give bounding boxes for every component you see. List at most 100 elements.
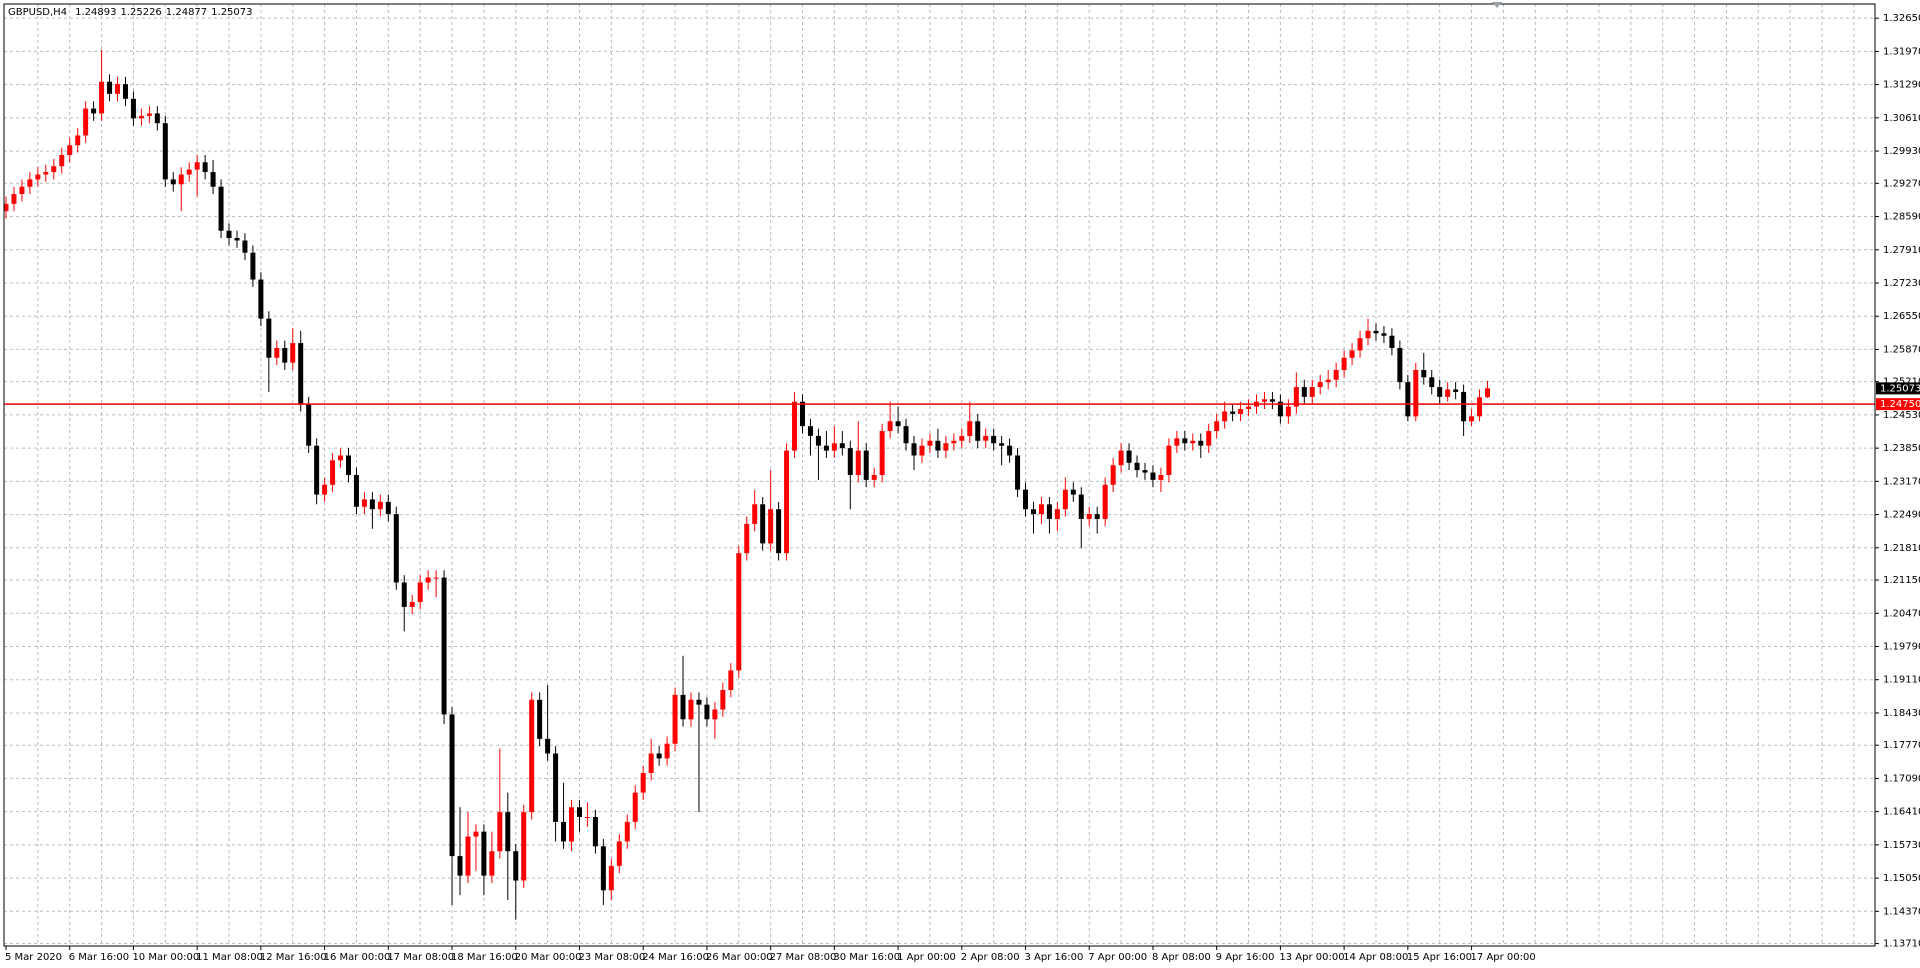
candle-body xyxy=(417,582,423,603)
candles xyxy=(3,49,1875,920)
candle-body xyxy=(823,445,829,451)
candle-body xyxy=(83,108,89,136)
candle-body xyxy=(11,194,17,204)
candle-body xyxy=(1118,450,1124,466)
candle-body xyxy=(1158,475,1164,480)
y-tick-label: 1.18430 xyxy=(1883,708,1920,719)
candle-body xyxy=(871,475,877,480)
candle-body xyxy=(584,817,590,819)
level-label: 1.24750 xyxy=(1880,399,1920,410)
candle-body xyxy=(807,426,813,436)
candle-body xyxy=(1078,494,1084,519)
candle-body xyxy=(831,443,837,451)
candle-body xyxy=(322,484,328,495)
candle-body xyxy=(1038,504,1044,515)
candle-body xyxy=(792,401,798,451)
price-label: 1.25073 xyxy=(1880,383,1920,394)
candle-body xyxy=(895,421,901,427)
y-tick-label: 1.21150 xyxy=(1883,575,1920,586)
candle-body xyxy=(640,773,646,793)
x-tick-label: 12 Mar 16:00 xyxy=(260,952,327,963)
y-tick-label: 1.31970 xyxy=(1883,46,1920,57)
header-open: 1.24893 xyxy=(75,7,116,18)
candle-body xyxy=(529,699,535,813)
header-close: 1.25073 xyxy=(211,7,252,18)
candle-body xyxy=(1405,382,1411,417)
candle-body xyxy=(1230,411,1236,414)
candle-body xyxy=(497,812,503,852)
y-tick-label: 1.17770 xyxy=(1883,740,1920,751)
candle-body xyxy=(345,455,351,475)
candle-body xyxy=(489,851,495,876)
candle-body xyxy=(465,836,471,876)
candle-body xyxy=(353,475,359,507)
candle-body xyxy=(608,865,614,891)
candle-body xyxy=(975,421,981,441)
x-tick-label: 5 Mar 2020 xyxy=(5,952,62,963)
header-low: 1.24877 xyxy=(166,7,207,18)
candle-body xyxy=(720,689,726,710)
candle-body xyxy=(330,460,336,485)
x-tick-label: 24 Mar 16:00 xyxy=(642,952,709,963)
candle-body xyxy=(146,113,152,116)
candle-body xyxy=(226,230,232,239)
candle-body xyxy=(441,577,447,715)
candle-body xyxy=(959,435,965,441)
candle-body xyxy=(728,670,734,690)
candle-body xyxy=(1182,438,1188,444)
candle-body xyxy=(210,172,216,187)
candle-body xyxy=(393,514,399,583)
candle-body xyxy=(409,602,415,607)
candle-body xyxy=(338,455,344,461)
candle-body xyxy=(1341,357,1347,370)
y-tick-label: 1.28590 xyxy=(1883,212,1920,223)
candle-body xyxy=(1206,431,1212,446)
candle-body xyxy=(1023,489,1029,510)
candle-body xyxy=(760,504,766,544)
candle-body xyxy=(919,445,925,456)
candle-body xyxy=(648,753,654,774)
candle-body xyxy=(951,440,957,444)
candle-body xyxy=(943,443,949,451)
candle-body xyxy=(186,169,192,175)
candle-body xyxy=(569,807,575,842)
x-tick-label: 17 Apr 00:00 xyxy=(1471,952,1536,963)
candle-body xyxy=(1293,387,1299,407)
candle-body xyxy=(680,694,686,720)
candle-body xyxy=(879,431,885,475)
candle-body xyxy=(401,582,407,607)
candle-body xyxy=(1126,450,1132,463)
candle-body xyxy=(800,401,805,427)
candle-body xyxy=(863,450,869,480)
candle-body xyxy=(776,509,782,554)
candle-body xyxy=(927,440,933,446)
axes: 1.32650 1.31970 1.31290 1.30610 1.29930 1.292… xyxy=(5,13,1920,963)
candle-body xyxy=(377,501,383,510)
candle-body xyxy=(688,699,694,720)
candle-body xyxy=(1198,440,1204,446)
candle-body xyxy=(1261,399,1267,402)
candle-body xyxy=(242,240,248,253)
y-tick-label: 1.22490 xyxy=(1883,510,1920,521)
chart-header: GBPUSD,H4 1.24893 1.25226 1.24877 1.25073 xyxy=(8,7,253,18)
x-tick-label: 15 Apr 16:00 xyxy=(1407,952,1472,963)
candle-body xyxy=(1445,389,1451,397)
candle-body xyxy=(314,445,320,495)
candle-body xyxy=(298,343,304,405)
candle-body xyxy=(1317,382,1323,388)
y-tick-label: 1.29270 xyxy=(1883,178,1920,189)
candle-body xyxy=(1469,416,1475,422)
x-tick-label: 27 Mar 08:00 xyxy=(770,952,837,963)
candle-body xyxy=(449,714,455,857)
candle-body xyxy=(1421,369,1427,378)
grid xyxy=(4,4,1875,946)
x-tick-label: 14 Apr 08:00 xyxy=(1343,952,1408,963)
candle-body xyxy=(545,738,551,754)
candle-body xyxy=(1238,409,1244,414)
candle-body xyxy=(122,84,128,99)
candle-body xyxy=(1007,445,1013,456)
candle-body xyxy=(27,179,33,187)
candle-body xyxy=(162,123,168,180)
candle-body xyxy=(51,166,57,173)
y-tick-label: 1.32650 xyxy=(1883,13,1920,24)
